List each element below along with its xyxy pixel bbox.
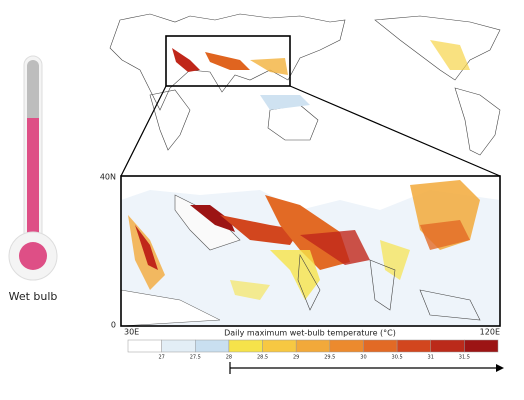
caption: Wet bulb	[9, 290, 58, 303]
zoom-region	[165, 35, 291, 87]
colorbar-box	[295, 339, 331, 353]
colorbar-tick-label: 27	[158, 355, 164, 361]
colorbar-box	[228, 339, 263, 353]
colorbar-title: Daily maximum wet-bulb temperature (°C)	[224, 329, 396, 338]
colorbar-box	[195, 339, 230, 353]
colorbar-tick-label: 29	[293, 355, 299, 361]
colorbar-box	[262, 339, 297, 353]
lat-label: 40N	[100, 173, 116, 182]
colorbar-box	[464, 339, 499, 353]
lon-label: 120E	[480, 328, 500, 337]
colorbar: 27 27.5 28 28.5 29 29.5 30 30.5 31 31.5	[127, 339, 499, 361]
colorbar-box	[430, 339, 465, 353]
colorbar-tick-label: 30	[360, 355, 366, 361]
colorbar-tick-label: 31	[428, 355, 434, 361]
lat-label: 0	[111, 321, 116, 330]
world-heat	[172, 40, 470, 110]
colorbar-tick-label: 31.5	[459, 355, 470, 361]
thermometer	[8, 55, 58, 281]
zoom-line	[120, 85, 167, 177]
colorbar-tick-label: 30.5	[392, 355, 403, 361]
lon-label: 30E	[124, 328, 139, 337]
colorbar-box	[127, 339, 162, 353]
zoom-map	[120, 175, 501, 327]
zoom-line	[289, 85, 501, 177]
colorbar-box	[396, 339, 431, 353]
colorbar-box	[363, 339, 398, 353]
arrow-head	[496, 364, 504, 372]
colorbar-tick-label: 27.5	[190, 355, 201, 361]
colorbar-box	[161, 339, 196, 353]
world-map	[109, 13, 501, 156]
colorbar-box	[329, 339, 364, 353]
colorbar-tick-label: 28	[226, 355, 232, 361]
colorbar-tick-label: 29.5	[324, 355, 335, 361]
colorbar-tick-label: 28.5	[257, 355, 268, 361]
